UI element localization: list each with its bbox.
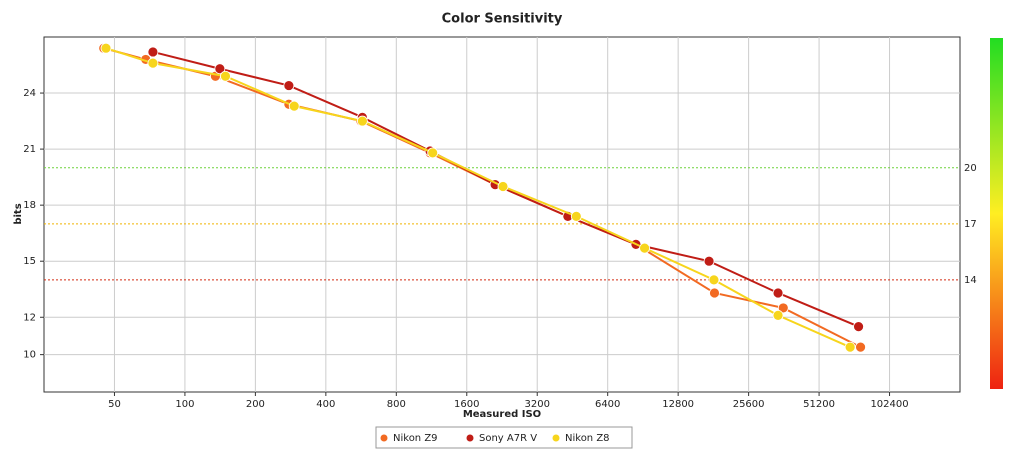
x-tick-label: 12800 [662,399,694,410]
data-point [708,274,720,286]
data-point [214,63,226,75]
x-tick-label: 100 [175,399,194,410]
y-tick-label: 10 [23,350,36,361]
reference-label: 14 [964,275,977,286]
y-axis-label: bits [13,203,24,224]
data-point [772,287,784,299]
y-tick-label: 15 [23,256,36,267]
data-point [777,302,789,314]
chart-title: Color Sensitivity [442,12,563,27]
legend-marker [380,434,388,442]
data-point [147,57,159,69]
x-tick-label: 3200 [525,399,550,410]
x-tick-label: 1600 [454,399,479,410]
data-point [844,341,856,353]
x-tick-label: 50 [108,399,121,410]
y-tick-label: 12 [23,312,36,323]
data-point [570,210,582,222]
y-tick-label: 24 [23,88,36,99]
data-point [853,321,864,333]
data-point [855,341,866,353]
x-tick-label: 800 [387,399,406,410]
data-point [100,42,112,54]
data-point [288,100,300,112]
data-point [639,242,650,254]
legend-marker [552,434,560,442]
series-line [105,47,851,349]
data-point [283,80,295,91]
plot-area [43,36,961,393]
y-tick-label: 18 [23,200,36,211]
x-tick-label: 6400 [595,399,620,410]
data-point [147,46,159,58]
data-point [427,147,439,159]
data-point [356,115,368,127]
legend-marker [466,434,474,442]
legend-label: Nikon Z9 [393,433,438,444]
x-tick-label: 200 [246,399,265,410]
reference-label: 20 [964,163,977,174]
x-tick-label: 102400 [870,399,908,410]
x-tick-label: 25600 [733,399,765,410]
data-point [703,255,715,267]
data-point [709,287,720,299]
legend-label: Sony A7R V [479,433,537,444]
x-tick-label: 51200 [803,399,835,410]
legend [375,426,633,449]
data-point [497,181,509,192]
x-axis-label: Measured ISO [463,409,541,420]
data-point [772,309,784,321]
data-point [220,70,231,82]
x-tick-label: 400 [316,399,335,410]
color-scale [990,38,1003,389]
y-tick-label: 21 [23,144,36,155]
legend-label: Nikon Z8 [565,433,610,444]
reference-label: 17 [964,219,977,230]
